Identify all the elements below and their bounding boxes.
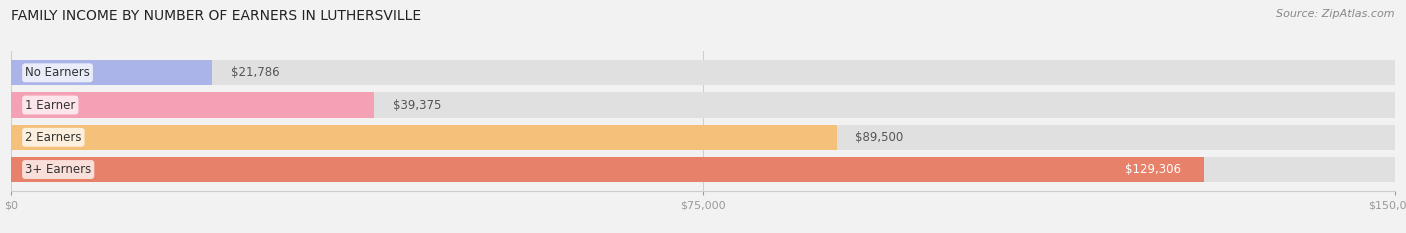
Text: $21,786: $21,786 bbox=[231, 66, 280, 79]
Bar bbox=[11, 125, 1395, 150]
Bar bbox=[11, 157, 1204, 182]
Text: 2 Earners: 2 Earners bbox=[25, 131, 82, 144]
Text: 1 Earner: 1 Earner bbox=[25, 99, 76, 112]
Text: $89,500: $89,500 bbox=[855, 131, 904, 144]
Bar bbox=[11, 92, 1395, 118]
Bar bbox=[11, 60, 1395, 86]
Text: $129,306: $129,306 bbox=[1125, 163, 1181, 176]
Bar bbox=[11, 125, 837, 150]
Bar bbox=[11, 92, 374, 118]
Bar bbox=[11, 60, 212, 86]
Text: No Earners: No Earners bbox=[25, 66, 90, 79]
Text: FAMILY INCOME BY NUMBER OF EARNERS IN LUTHERSVILLE: FAMILY INCOME BY NUMBER OF EARNERS IN LU… bbox=[11, 9, 422, 23]
Bar bbox=[11, 157, 1395, 182]
Text: 3+ Earners: 3+ Earners bbox=[25, 163, 91, 176]
Text: $39,375: $39,375 bbox=[392, 99, 441, 112]
Text: Source: ZipAtlas.com: Source: ZipAtlas.com bbox=[1277, 9, 1395, 19]
